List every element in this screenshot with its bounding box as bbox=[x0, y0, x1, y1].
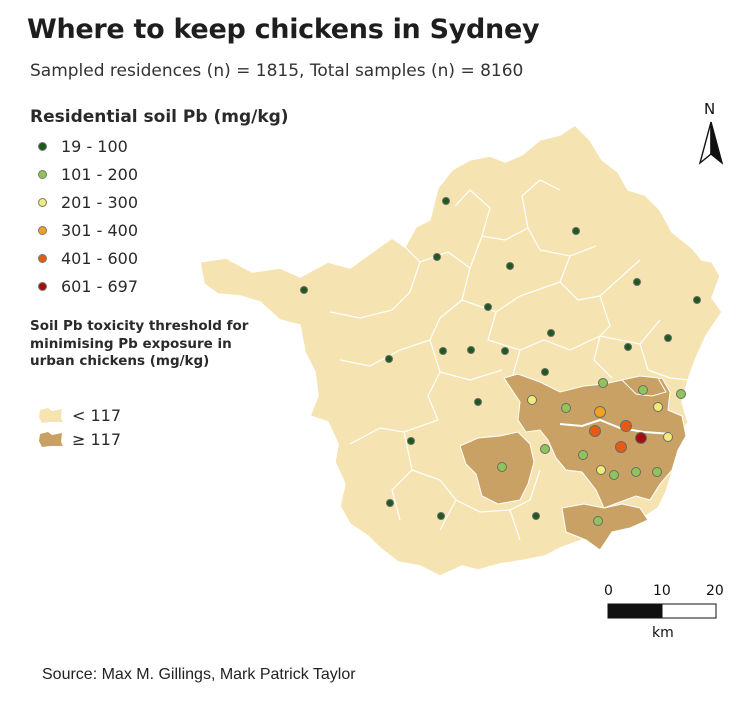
legend-dot-icon bbox=[38, 225, 47, 235]
sample-point bbox=[615, 441, 627, 453]
sample-point bbox=[609, 470, 619, 480]
sample-point bbox=[653, 402, 663, 412]
threshold-title: Soil Pb toxicity threshold for minimisin… bbox=[30, 318, 249, 369]
legend-dot-icon bbox=[38, 169, 47, 179]
sample-point bbox=[596, 465, 606, 475]
sample-point bbox=[676, 389, 686, 399]
sample-point bbox=[663, 432, 673, 442]
sample-point bbox=[532, 512, 540, 520]
scale-tick-0: 0 bbox=[604, 583, 613, 599]
sample-point bbox=[407, 437, 415, 445]
sample-point bbox=[620, 420, 632, 432]
sample-point bbox=[593, 516, 603, 526]
sample-point bbox=[598, 378, 608, 388]
high-pb-region-south bbox=[561, 503, 649, 551]
legend-dot-icon bbox=[38, 253, 47, 263]
sample-point bbox=[624, 343, 632, 351]
map-base-region bbox=[199, 124, 723, 577]
sample-point bbox=[540, 444, 550, 454]
scale-bar bbox=[607, 603, 717, 619]
legend-item: 19 - 100 bbox=[38, 136, 128, 156]
sample-point bbox=[437, 512, 445, 520]
sample-point bbox=[664, 334, 672, 342]
sample-point bbox=[638, 385, 648, 395]
legend-label: 401 - 600 bbox=[61, 248, 139, 268]
map-title: Where to keep chickens in Sydney bbox=[27, 14, 540, 45]
threshold-label: ≥ 117 bbox=[72, 429, 122, 449]
sample-point bbox=[589, 425, 601, 437]
threshold-label: < 117 bbox=[72, 405, 122, 425]
sample-point bbox=[541, 368, 549, 376]
sample-point bbox=[474, 398, 482, 406]
legend-label: 301 - 400 bbox=[61, 220, 139, 240]
scale-tick-10: 10 bbox=[653, 583, 671, 599]
legend-label: 19 - 100 bbox=[61, 136, 128, 156]
sample-point bbox=[693, 296, 701, 304]
sample-point bbox=[578, 450, 588, 460]
north-arrow-icon bbox=[698, 121, 724, 165]
sample-point bbox=[635, 432, 647, 444]
sample-point bbox=[572, 227, 580, 235]
sample-point bbox=[386, 499, 394, 507]
suburb-boundaries bbox=[329, 179, 691, 541]
legend-label: 101 - 200 bbox=[61, 164, 139, 184]
map-subtitle: Sampled residences (n) = 1815, Total sam… bbox=[30, 61, 524, 81]
north-label: N bbox=[704, 100, 716, 118]
threshold-item: < 117 bbox=[38, 404, 121, 426]
legend-label: 201 - 300 bbox=[61, 192, 139, 212]
sample-point bbox=[467, 346, 475, 354]
sample-point bbox=[633, 278, 641, 286]
sample-point bbox=[594, 406, 606, 418]
sample-point bbox=[385, 355, 393, 363]
sample-point bbox=[439, 347, 447, 355]
legend-item: 301 - 400 bbox=[38, 220, 138, 240]
threshold-swatch-icon bbox=[39, 408, 63, 423]
sample-point bbox=[547, 329, 555, 337]
high-pb-regions bbox=[459, 373, 687, 551]
legend-item: 601 - 697 bbox=[38, 276, 138, 296]
sample-point bbox=[561, 403, 571, 413]
threshold-swatch-icon bbox=[39, 432, 63, 447]
sample-point bbox=[631, 467, 641, 477]
legend-dot-icon bbox=[38, 197, 47, 207]
sample-point bbox=[484, 303, 492, 311]
sample-point bbox=[652, 467, 662, 477]
sample-point bbox=[497, 462, 507, 472]
legend-dot-icon bbox=[38, 141, 47, 151]
sample-point bbox=[433, 253, 441, 261]
legend-label: 601 - 697 bbox=[61, 276, 139, 296]
legend-title: Residential soil Pb (mg/kg) bbox=[30, 107, 289, 127]
source-credit: Source: Max M. Gillings, Mark Patrick Ta… bbox=[42, 666, 356, 683]
legend-item: 201 - 300 bbox=[38, 192, 138, 212]
legend-dot-icon bbox=[38, 281, 47, 291]
sample-point bbox=[506, 262, 514, 270]
threshold-item: ≥ 117 bbox=[38, 428, 121, 450]
sample-point bbox=[501, 347, 509, 355]
legend-item: 401 - 600 bbox=[38, 248, 138, 268]
high-pb-region-west bbox=[459, 431, 535, 505]
scale-unit: km bbox=[652, 625, 674, 641]
scale-tick-20: 20 bbox=[706, 583, 724, 599]
sample-point bbox=[300, 286, 308, 294]
sample-point bbox=[527, 395, 537, 405]
harbour-line bbox=[559, 418, 673, 435]
legend-item: 101 - 200 bbox=[38, 164, 138, 184]
sample-point bbox=[442, 197, 450, 205]
sample-points bbox=[300, 197, 701, 526]
